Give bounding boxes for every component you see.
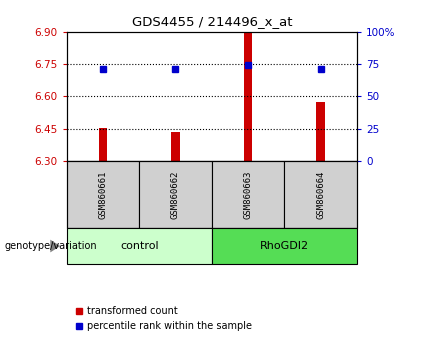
Bar bbox=[212, 228, 357, 264]
Bar bbox=[139, 161, 212, 228]
Bar bbox=[67, 228, 212, 264]
Bar bbox=[244, 33, 252, 161]
Bar bbox=[316, 103, 325, 161]
Bar bbox=[67, 161, 139, 228]
Text: GSM860661: GSM860661 bbox=[98, 171, 108, 219]
Text: control: control bbox=[120, 241, 159, 251]
Text: GSM860662: GSM860662 bbox=[171, 171, 180, 219]
Legend: transformed count, percentile rank within the sample: transformed count, percentile rank withi… bbox=[71, 302, 256, 335]
Bar bbox=[212, 161, 284, 228]
Text: GSM860664: GSM860664 bbox=[316, 171, 325, 219]
Title: GDS4455 / 214496_x_at: GDS4455 / 214496_x_at bbox=[132, 15, 292, 28]
Bar bbox=[98, 129, 108, 161]
Bar bbox=[284, 161, 357, 228]
Text: GSM860663: GSM860663 bbox=[243, 171, 252, 219]
Polygon shape bbox=[50, 240, 60, 252]
Bar bbox=[171, 132, 180, 161]
Text: RhoGDI2: RhoGDI2 bbox=[260, 241, 309, 251]
Text: genotype/variation: genotype/variation bbox=[4, 241, 97, 251]
